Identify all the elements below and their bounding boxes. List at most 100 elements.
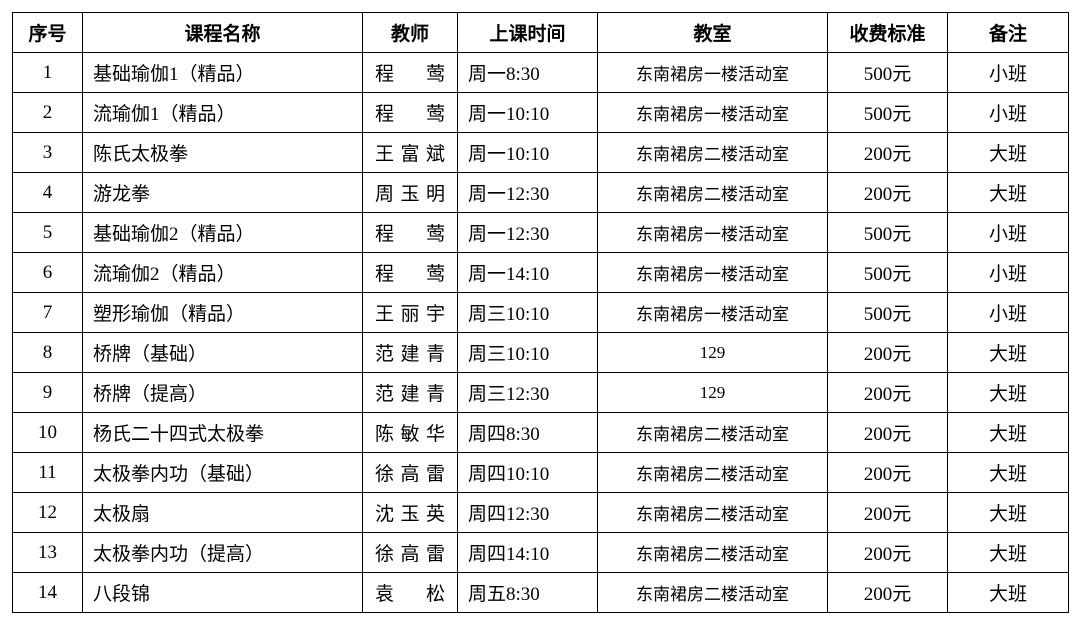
cell-index: 8 xyxy=(13,333,83,373)
cell-room: 东南裙房一楼活动室 xyxy=(598,93,828,133)
cell-note: 大班 xyxy=(948,373,1069,413)
cell-note: 大班 xyxy=(948,173,1069,213)
cell-room: 东南裙房二楼活动室 xyxy=(598,573,828,613)
cell-time: 周一14:10 xyxy=(458,253,598,293)
cell-course: 太极拳内功（基础） xyxy=(83,453,363,493)
table-row: 5基础瑜伽2（精品）程 莺周一12:30东南裙房一楼活动室500元小班 xyxy=(13,213,1069,253)
cell-note: 小班 xyxy=(948,253,1069,293)
cell-index: 1 xyxy=(13,53,83,93)
cell-time: 周一12:30 xyxy=(458,213,598,253)
cell-fee: 500元 xyxy=(828,293,948,333)
cell-course: 塑形瑜伽（精品） xyxy=(83,293,363,333)
cell-teacher: 王丽宇 xyxy=(363,293,458,333)
cell-index: 6 xyxy=(13,253,83,293)
teacher-name-text: 范建青 xyxy=(375,379,445,406)
col-header-index: 序号 xyxy=(13,13,83,53)
table-row: 3陈氏太极拳王富斌周一10:10东南裙房二楼活动室200元大班 xyxy=(13,133,1069,173)
cell-time: 周一12:30 xyxy=(458,173,598,213)
teacher-name-text: 袁 松 xyxy=(375,579,445,606)
cell-fee: 200元 xyxy=(828,333,948,373)
cell-fee: 500元 xyxy=(828,213,948,253)
cell-index: 4 xyxy=(13,173,83,213)
cell-room: 东南裙房二楼活动室 xyxy=(598,133,828,173)
cell-teacher: 程 莺 xyxy=(363,93,458,133)
cell-index: 13 xyxy=(13,533,83,573)
cell-teacher: 范建青 xyxy=(363,333,458,373)
teacher-name-text: 陈敏华 xyxy=(375,419,445,446)
col-header-room: 教室 xyxy=(598,13,828,53)
col-header-teacher: 教师 xyxy=(363,13,458,53)
cell-teacher: 周玉明 xyxy=(363,173,458,213)
cell-fee: 200元 xyxy=(828,373,948,413)
cell-fee: 200元 xyxy=(828,413,948,453)
teacher-name-text: 沈玉英 xyxy=(375,499,445,526)
table-row: 4游龙拳周玉明周一12:30东南裙房二楼活动室200元大班 xyxy=(13,173,1069,213)
cell-room: 东南裙房二楼活动室 xyxy=(598,533,828,573)
table-row: 12太极扇沈玉英周四12:30东南裙房二楼活动室200元大班 xyxy=(13,493,1069,533)
cell-fee: 200元 xyxy=(828,453,948,493)
cell-fee: 500元 xyxy=(828,253,948,293)
cell-fee: 500元 xyxy=(828,53,948,93)
cell-note: 大班 xyxy=(948,413,1069,453)
table-row: 11太极拳内功（基础）徐高雷周四10:10东南裙房二楼活动室200元大班 xyxy=(13,453,1069,493)
table-header-row: 序号 课程名称 教师 上课时间 教室 收费标准 备注 xyxy=(13,13,1069,53)
cell-room: 129 xyxy=(598,333,828,373)
cell-time: 周三10:10 xyxy=(458,293,598,333)
cell-index: 11 xyxy=(13,453,83,493)
cell-course: 陈氏太极拳 xyxy=(83,133,363,173)
cell-teacher: 程 莺 xyxy=(363,53,458,93)
cell-time: 周四8:30 xyxy=(458,413,598,453)
cell-index: 7 xyxy=(13,293,83,333)
cell-teacher: 袁 松 xyxy=(363,573,458,613)
teacher-name-text: 程 莺 xyxy=(375,219,445,246)
cell-room: 东南裙房一楼活动室 xyxy=(598,253,828,293)
cell-fee: 200元 xyxy=(828,573,948,613)
cell-index: 5 xyxy=(13,213,83,253)
teacher-name-text: 程 莺 xyxy=(375,99,445,126)
cell-time: 周四12:30 xyxy=(458,493,598,533)
table-row: 13太极拳内功（提高）徐高雷周四14:10东南裙房二楼活动室200元大班 xyxy=(13,533,1069,573)
cell-teacher: 程 莺 xyxy=(363,253,458,293)
cell-time: 周四14:10 xyxy=(458,533,598,573)
cell-room: 东南裙房二楼活动室 xyxy=(598,413,828,453)
cell-room: 东南裙房二楼活动室 xyxy=(598,173,828,213)
cell-course: 桥牌（基础） xyxy=(83,333,363,373)
cell-index: 2 xyxy=(13,93,83,133)
cell-course: 八段锦 xyxy=(83,573,363,613)
cell-teacher: 徐高雷 xyxy=(363,533,458,573)
cell-index: 10 xyxy=(13,413,83,453)
cell-course: 基础瑜伽1（精品） xyxy=(83,53,363,93)
cell-note: 小班 xyxy=(948,213,1069,253)
cell-time: 周一10:10 xyxy=(458,93,598,133)
cell-note: 大班 xyxy=(948,573,1069,613)
cell-course: 太极扇 xyxy=(83,493,363,533)
cell-teacher: 徐高雷 xyxy=(363,453,458,493)
cell-room: 东南裙房一楼活动室 xyxy=(598,53,828,93)
teacher-name-text: 王丽宇 xyxy=(375,299,445,326)
cell-note: 大班 xyxy=(948,333,1069,373)
cell-fee: 500元 xyxy=(828,93,948,133)
cell-course: 游龙拳 xyxy=(83,173,363,213)
cell-note: 小班 xyxy=(948,293,1069,333)
cell-time: 周一8:30 xyxy=(458,53,598,93)
cell-index: 3 xyxy=(13,133,83,173)
table-row: 6流瑜伽2（精品）程 莺周一14:10东南裙房一楼活动室500元小班 xyxy=(13,253,1069,293)
table-row: 1基础瑜伽1（精品）程 莺周一8:30东南裙房一楼活动室500元小班 xyxy=(13,53,1069,93)
col-header-course: 课程名称 xyxy=(83,13,363,53)
cell-index: 12 xyxy=(13,493,83,533)
cell-time: 周一10:10 xyxy=(458,133,598,173)
teacher-name-text: 周玉明 xyxy=(375,179,445,206)
cell-teacher: 陈敏华 xyxy=(363,413,458,453)
cell-course: 基础瑜伽2（精品） xyxy=(83,213,363,253)
cell-fee: 200元 xyxy=(828,133,948,173)
cell-time: 周三10:10 xyxy=(458,333,598,373)
table-row: 7塑形瑜伽（精品）王丽宇周三10:10东南裙房一楼活动室500元小班 xyxy=(13,293,1069,333)
cell-teacher: 沈玉英 xyxy=(363,493,458,533)
table-row: 14八段锦袁 松周五8:30东南裙房二楼活动室200元大班 xyxy=(13,573,1069,613)
cell-note: 大班 xyxy=(948,133,1069,173)
col-header-note: 备注 xyxy=(948,13,1069,53)
cell-course: 杨氏二十四式太极拳 xyxy=(83,413,363,453)
cell-time: 周四10:10 xyxy=(458,453,598,493)
col-header-fee: 收费标准 xyxy=(828,13,948,53)
cell-fee: 200元 xyxy=(828,173,948,213)
